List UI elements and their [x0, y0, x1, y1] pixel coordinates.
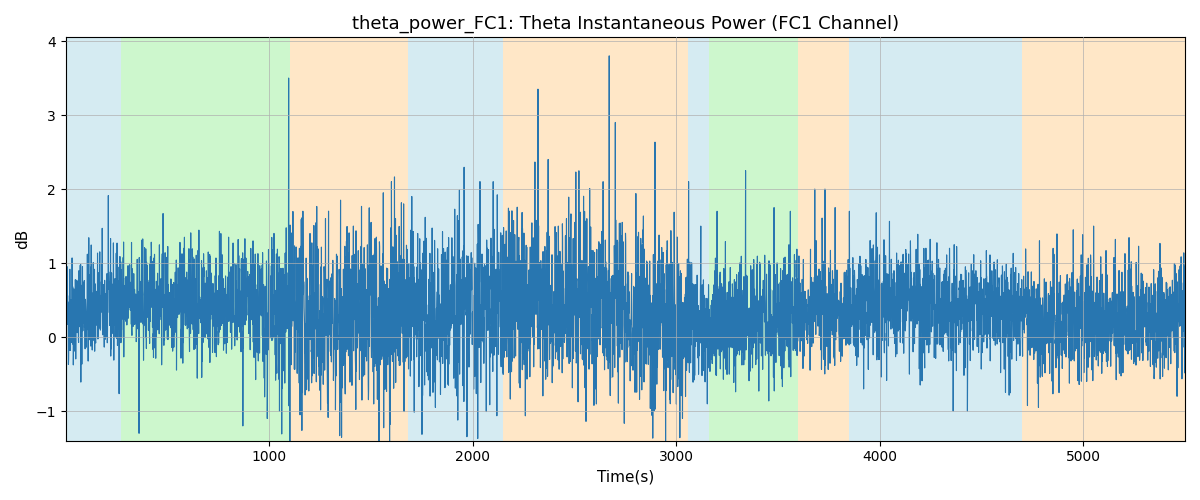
- Bar: [289, 38, 408, 440]
- Y-axis label: dB: dB: [16, 229, 30, 249]
- Bar: [503, 38, 689, 440]
- Bar: [121, 38, 289, 440]
- Bar: [850, 38, 1022, 440]
- Bar: [408, 38, 503, 440]
- X-axis label: Time(s): Time(s): [596, 470, 654, 485]
- Bar: [1022, 38, 1186, 440]
- Bar: [689, 38, 709, 440]
- Bar: [798, 38, 850, 440]
- Bar: [66, 38, 121, 440]
- Bar: [709, 38, 798, 440]
- Title: theta_power_FC1: Theta Instantaneous Power (FC1 Channel): theta_power_FC1: Theta Instantaneous Pow…: [352, 15, 899, 34]
